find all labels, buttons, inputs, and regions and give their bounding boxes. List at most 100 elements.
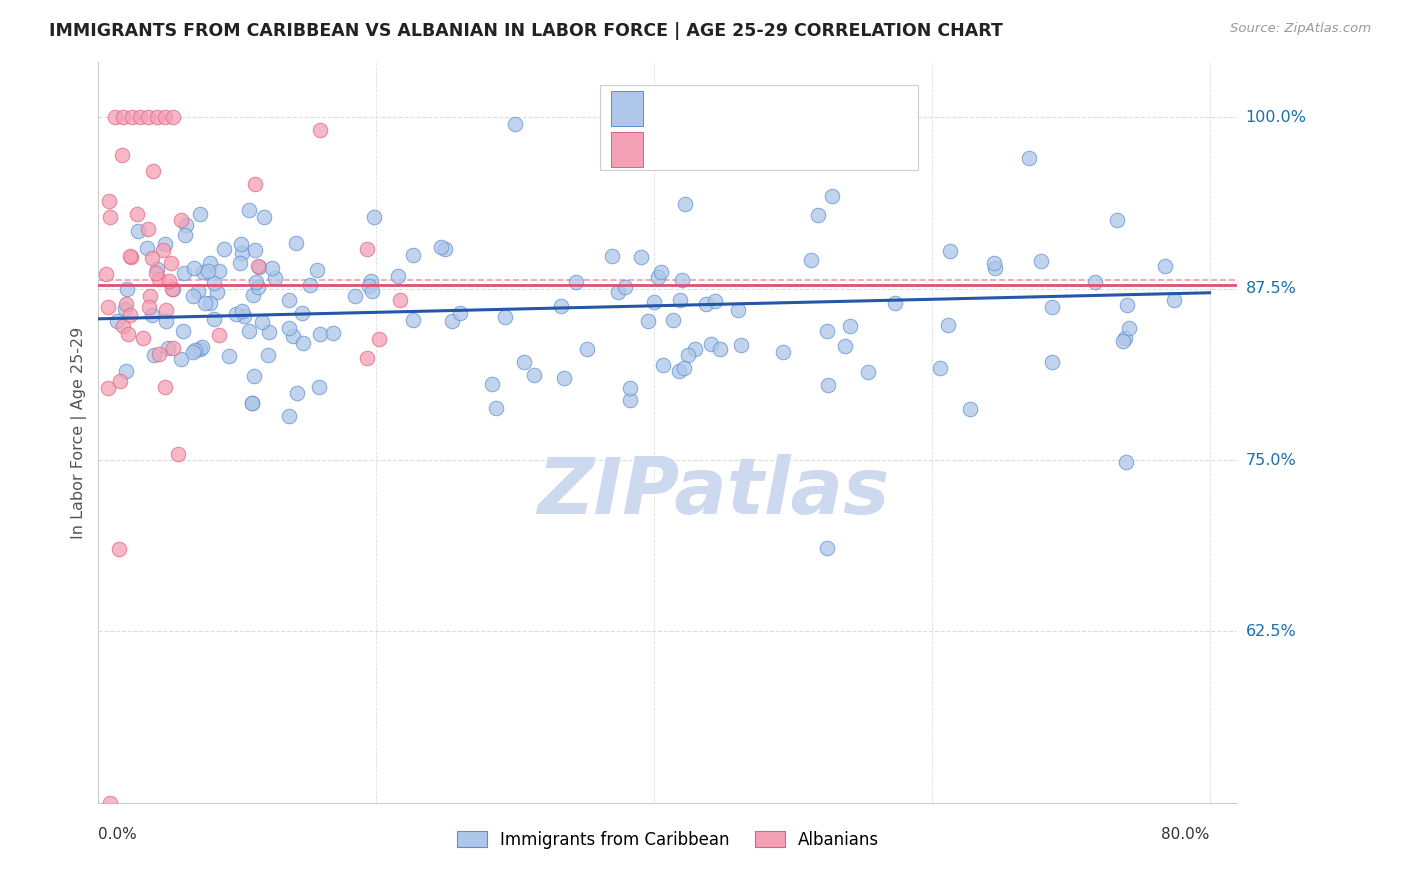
Point [939,244,962,259]
Point [202,276,225,290]
Point [652,358,675,372]
Point [94,267,117,281]
Text: Source: ZipAtlas.com: Source: ZipAtlas.com [1230,22,1371,36]
Point [172,324,194,338]
Point [125,207,148,221]
Point [240,396,263,410]
Point [184,343,207,357]
Point [129,110,152,124]
Point [260,261,283,276]
Point [188,342,211,356]
Point [246,259,269,273]
Point [356,242,378,256]
Point [193,265,215,279]
Point [485,401,508,416]
Point [984,261,1007,276]
Text: 0.0%: 0.0% [98,828,138,842]
Point [250,315,273,329]
Point [208,264,231,278]
Point [630,250,652,264]
Point [440,314,463,328]
Text: 147: 147 [810,101,845,120]
Point [1163,293,1185,308]
Y-axis label: In Labor Force | Age 25-29: In Labor Force | Age 25-29 [72,326,87,539]
Point [167,447,190,461]
Point [145,266,167,280]
Point [619,380,641,394]
Point [198,256,221,270]
Point [360,274,382,288]
Point [291,335,314,350]
Point [146,261,169,276]
Point [600,249,623,263]
Point [257,325,280,339]
Point [363,210,385,224]
Point [550,299,572,313]
Point [115,297,138,311]
Point [155,313,177,327]
Point [1115,298,1137,312]
Point [170,352,193,367]
Point [238,325,260,339]
Point [661,313,683,327]
Point [959,402,981,417]
Text: 62.5%: 62.5% [1246,624,1296,639]
Point [187,284,209,298]
Point [247,260,270,274]
Point [278,293,301,308]
Point [138,110,160,124]
Text: R =: R = [654,142,685,160]
FancyBboxPatch shape [599,85,918,169]
Point [152,243,174,257]
Point [683,342,706,356]
Point [197,263,219,277]
Point [242,369,264,384]
Point [202,311,225,326]
Point [884,296,907,310]
Point [284,235,307,250]
Point [176,218,198,232]
Point [117,327,139,342]
Point [243,243,266,257]
Point [676,349,699,363]
Point [503,117,526,131]
Point [245,178,267,192]
Point [231,245,253,260]
Point [730,338,752,352]
Point [231,304,253,318]
Point [253,211,276,225]
Point [1040,301,1063,315]
Point [132,331,155,345]
Point [343,289,366,303]
Point [120,248,142,262]
Point [1029,253,1052,268]
Point [111,147,134,161]
Point [388,293,411,308]
Point [257,348,280,362]
Point [815,541,838,556]
Point [834,339,856,353]
Point [1018,152,1040,166]
Point [277,320,299,334]
Point [643,294,665,309]
Point [183,260,205,275]
FancyBboxPatch shape [612,91,643,127]
Text: N =: N = [765,101,796,120]
Point [157,341,180,355]
Point [139,289,162,303]
Point [637,314,659,328]
Point [121,110,143,124]
Point [695,297,717,311]
Point [929,361,952,376]
Point [613,280,636,294]
Point [575,343,598,357]
Point [402,248,425,262]
Point [231,236,253,251]
Point [523,368,546,383]
Point [1154,259,1177,273]
Point [155,303,177,318]
Point [838,319,860,334]
Point [278,409,301,424]
Point [298,278,321,293]
Point [218,349,240,363]
